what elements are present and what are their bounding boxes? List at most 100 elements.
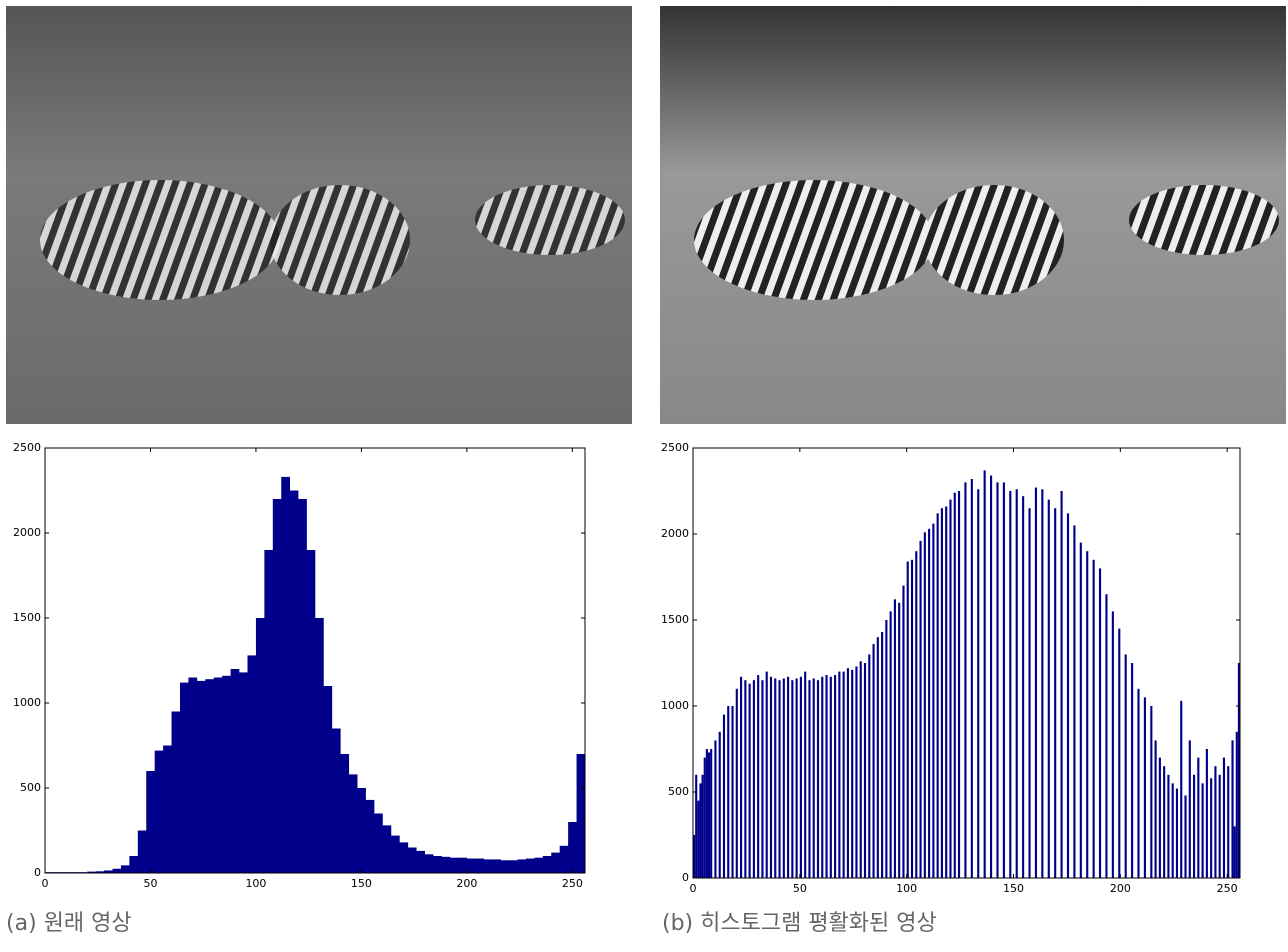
bar (1231, 740, 1234, 878)
bar (808, 680, 811, 878)
bar (129, 856, 139, 873)
bar (450, 857, 459, 873)
bar (1022, 496, 1025, 878)
bar (95, 871, 105, 873)
original-photo (6, 6, 632, 424)
bar (932, 523, 935, 878)
bar (281, 476, 290, 873)
bar (953, 492, 956, 878)
plot-frame (44, 447, 586, 874)
bar (872, 644, 875, 878)
bar (990, 475, 993, 878)
bar (1180, 700, 1183, 878)
bar (104, 870, 113, 873)
y-tick-label: 2000 (661, 527, 689, 540)
bar (298, 499, 307, 873)
bar (855, 666, 858, 878)
bar (146, 771, 155, 873)
bar (1227, 766, 1230, 878)
bar (1092, 559, 1095, 878)
y-tick-label: 2500 (661, 441, 689, 454)
bar (769, 676, 773, 878)
bar (1233, 826, 1236, 878)
bar (1098, 568, 1102, 878)
y-tick-label: 2000 (13, 526, 41, 539)
bar (1111, 611, 1114, 878)
bar (230, 669, 240, 873)
bar (842, 671, 845, 878)
bar (752, 680, 755, 878)
bar (1154, 740, 1157, 878)
bar (1131, 663, 1134, 878)
bar (137, 830, 147, 873)
bar (1002, 482, 1005, 878)
bar (264, 550, 274, 873)
bar (517, 859, 527, 873)
x-tick-label: 0 (690, 882, 697, 895)
y-tick-label: 0 (682, 871, 689, 884)
bar (718, 731, 721, 878)
bar (154, 750, 164, 873)
x-tick-label: 50 (793, 882, 807, 895)
x-tick-label: 150 (1003, 882, 1024, 895)
bar (1188, 740, 1191, 878)
bar (915, 551, 918, 878)
bar (727, 706, 730, 878)
bar (1015, 489, 1018, 878)
bar (1066, 513, 1070, 878)
bar (970, 478, 973, 878)
bar (1205, 749, 1208, 878)
bar (171, 711, 181, 873)
bar (902, 585, 905, 878)
bar (928, 528, 931, 878)
bar (399, 842, 409, 873)
bar (1210, 778, 1213, 878)
bar (542, 856, 552, 873)
bar (825, 675, 828, 878)
bar (735, 688, 738, 878)
bar (1054, 508, 1057, 878)
bar (213, 677, 223, 873)
bar (851, 669, 854, 878)
bar (774, 678, 777, 878)
bar (382, 825, 392, 873)
bar (885, 620, 888, 878)
bar (525, 858, 535, 873)
y-tick-label: 1000 (13, 696, 41, 709)
bar (778, 680, 781, 878)
bar (163, 745, 172, 873)
bar (1222, 757, 1226, 878)
y-tick-label: 2500 (13, 441, 41, 454)
bar (695, 774, 698, 878)
bar (859, 661, 862, 878)
bar (697, 800, 700, 878)
bar (255, 618, 265, 873)
bar (120, 865, 130, 873)
bar (919, 540, 922, 878)
x-tick-label: 200 (1110, 882, 1131, 895)
y-tick-label: 1500 (13, 611, 41, 624)
bar (424, 854, 434, 873)
y-tick-label: 1000 (661, 699, 689, 712)
bar (239, 672, 248, 873)
bar (205, 679, 215, 873)
bar (1143, 697, 1146, 878)
bar (1028, 508, 1031, 878)
bar (112, 868, 122, 873)
bar (433, 856, 442, 873)
x-tick-label: 250 (1217, 882, 1238, 895)
bar (1175, 788, 1179, 878)
x-tick-label: 200 (456, 877, 477, 890)
bar (1197, 757, 1200, 878)
bar (744, 680, 747, 878)
bar (441, 856, 451, 873)
bar (799, 676, 802, 878)
bar (731, 706, 734, 878)
bar (701, 774, 704, 878)
bar (923, 532, 926, 878)
bar (559, 845, 569, 873)
bar (500, 860, 510, 873)
plot-frame (692, 447, 1241, 879)
bar (705, 749, 708, 878)
bar (707, 752, 711, 878)
